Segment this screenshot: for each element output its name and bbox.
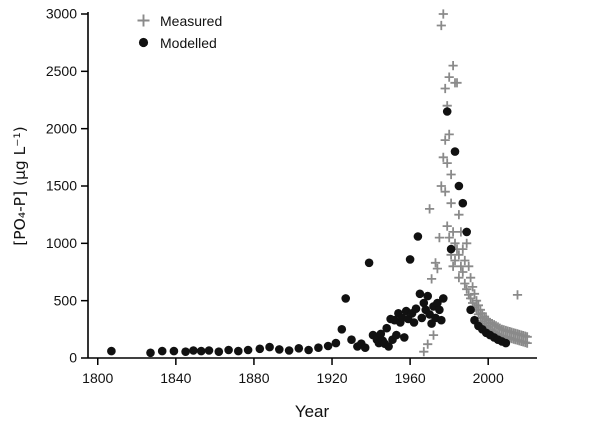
y-axis-label: [PO₄-P] (µg L⁻¹) [11,126,29,246]
svg-text:1500: 1500 [46,178,77,194]
svg-text:2500: 2500 [46,63,77,79]
legend-item-modelled: Modelled [136,35,222,50]
svg-text:2000: 2000 [473,370,504,386]
svg-text:500: 500 [54,292,78,308]
svg-text:1800: 1800 [82,370,113,386]
svg-text:1960: 1960 [395,370,426,386]
plus-marker-glyph [137,14,150,27]
svg-text:2000: 2000 [46,120,77,136]
legend-label-measured: Measured [160,12,223,29]
svg-text:0: 0 [69,350,77,366]
svg-text:1920: 1920 [316,370,347,386]
x-axis-label: Year [294,402,330,421]
svg-text:3000: 3000 [46,6,77,22]
legend: Measured Modelled [136,13,222,50]
plus-marker-icon [137,14,150,27]
circle-marker-icon [138,37,149,48]
svg-text:1000: 1000 [46,235,77,251]
svg-text:1840: 1840 [160,370,191,386]
legend-label-modelled: Modelled [160,34,217,51]
circle-marker-glyph [138,37,149,48]
legend-item-measured: Measured [136,13,222,28]
svg-text:1880: 1880 [238,370,269,386]
